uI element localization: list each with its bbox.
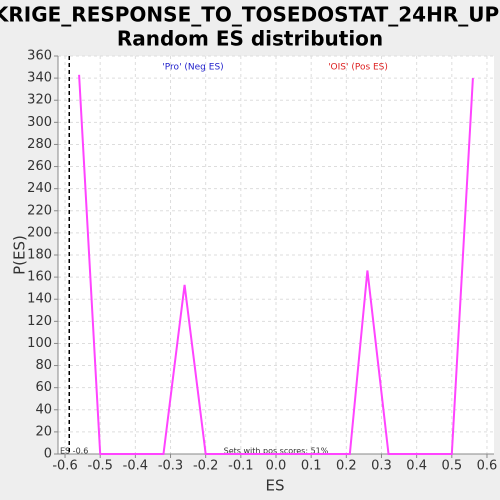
y-tick-label: 320 (27, 93, 52, 108)
y-tick-label: 160 (27, 270, 52, 285)
x-tick-label: -0.6 (52, 459, 77, 474)
x-tick-label: 0.4 (406, 459, 427, 474)
y-tick-label: 80 (35, 358, 52, 373)
x-tick-label: -0.3 (158, 459, 183, 474)
chart-title: KRIGE_RESPONSE_TO_TOSEDOSTAT_24HR_UP: (0, 3, 500, 27)
y-tick-label: 100 (27, 336, 52, 351)
data-line (78, 74, 474, 455)
x-tick-label: 0.5 (441, 459, 462, 474)
pos-label: 'OIS' (Pos ES) (328, 63, 388, 73)
y-tick-label: 40 (35, 402, 52, 417)
y-tick-label: 340 (27, 71, 52, 86)
y-tick-label: 260 (27, 159, 52, 174)
y-tick-label: 140 (27, 292, 52, 307)
x-tick-label: -0.5 (88, 459, 113, 474)
x-tick-label: 0.0 (266, 459, 287, 474)
x-tick-label: 0.6 (477, 459, 498, 474)
y-tick-label: 60 (35, 380, 52, 395)
y-tick-label: 20 (35, 424, 52, 439)
x-tick-label: -0.4 (123, 459, 148, 474)
es-label: ES -0.6 (60, 447, 88, 456)
y-tick-label: 280 (27, 137, 52, 152)
x-tick-label: -0.1 (228, 459, 253, 474)
x-tick-label: 0.1 (301, 459, 322, 474)
y-tick-label: 180 (27, 248, 52, 263)
x-axis-label: ES (266, 477, 285, 495)
x-tick-label: 0.3 (371, 459, 392, 474)
y-tick-label: 0 (44, 447, 52, 462)
y-tick-label: 300 (27, 115, 52, 130)
y-tick-label: 240 (27, 181, 52, 196)
chart-subtitle: Random ES distribution (117, 27, 383, 51)
y-tick-label: 360 (27, 49, 52, 64)
y-tick-label: 220 (27, 203, 52, 218)
x-tick-label: 0.2 (336, 459, 357, 474)
y-tick-label: 200 (27, 225, 52, 240)
neg-label: 'Pro' (Neg ES) (162, 63, 223, 73)
y-tick-label: 120 (27, 314, 52, 329)
x-tick-label: -0.2 (193, 459, 218, 474)
sets-label: Sets with pos scores: 51% (224, 447, 329, 456)
y-axis-label: P(ES) (11, 235, 29, 275)
